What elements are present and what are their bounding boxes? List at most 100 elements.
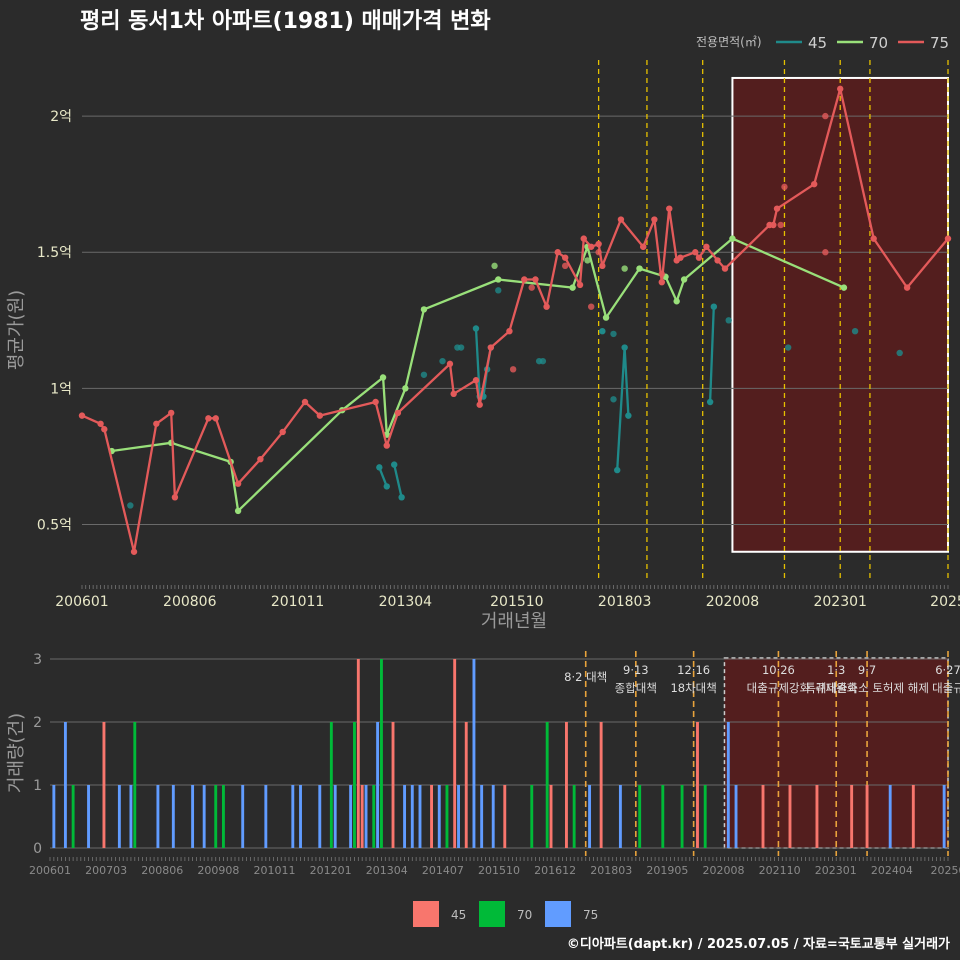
bar-x-tick-label: 201905: [646, 864, 688, 877]
bar-70: [680, 785, 684, 848]
policy-annotation: 10·26 대출규제강화: [747, 663, 811, 695]
data-point-75: [446, 360, 454, 368]
series-45: [127, 287, 903, 509]
bar-x-tick-label: 201510: [478, 864, 520, 877]
price-line-chart: 0.5억 1억 1.5억 2억 200601 200806 201011 201304 2015…: [37, 60, 960, 610]
bar-45: [391, 722, 395, 848]
series-line-45: [393, 464, 403, 498]
volume-bar-chart: 0 1 2 3 200601 200703 200806 200908 201011 201201…: [29, 651, 960, 877]
bar-x-tick-label: 200703: [85, 864, 127, 877]
data-point-70: [729, 235, 736, 242]
x-tick-label: 200806: [163, 594, 217, 610]
bar-45: [865, 785, 869, 848]
x-minor-ticks: [81, 585, 949, 589]
data-point-75: [692, 249, 699, 256]
bar-45: [850, 785, 854, 848]
policy-annotation: 1·3 규제완화: [815, 663, 858, 695]
bar-70: [445, 785, 449, 848]
data-point-70: [840, 284, 848, 291]
data-point-75: [640, 243, 647, 250]
legend-label-45: 45: [808, 34, 827, 52]
annotation-text: 대출규제강화: [747, 681, 811, 695]
data-point-45: [383, 483, 390, 490]
bar-45: [599, 722, 603, 848]
data-point-75: [168, 409, 175, 417]
data-point-75: [394, 409, 402, 417]
data-point-75: [212, 415, 220, 422]
data-point-75: [528, 284, 535, 291]
data-point-75: [810, 180, 818, 188]
bar-45: [788, 785, 792, 848]
data-point-45: [539, 357, 547, 365]
data-point-75: [599, 262, 606, 270]
bar-75: [63, 722, 67, 848]
data-point-70: [569, 284, 576, 291]
bar-75: [588, 785, 592, 848]
data-point-45: [851, 328, 859, 335]
y-tick-label: 1억: [50, 381, 72, 397]
data-point-75: [695, 254, 703, 261]
bar-45: [453, 659, 457, 848]
bar-x-tick-label: 200806: [141, 864, 183, 877]
bar-75: [156, 785, 160, 848]
data-point-75: [777, 221, 784, 229]
data-point-70: [680, 276, 688, 283]
legend-top: 전용면적(㎡) 45 70 75: [696, 34, 949, 52]
data-point-75: [450, 390, 457, 398]
legend-box-45: [413, 901, 439, 927]
x-tick-label: 201011: [271, 594, 324, 610]
bar-x-tick-label: 201201: [310, 864, 352, 877]
data-point-75: [703, 243, 710, 250]
data-point-75: [576, 281, 584, 289]
data-point-75: [658, 270, 666, 278]
data-point-75: [234, 480, 242, 487]
annotation-text: 8·2 대책: [564, 670, 607, 684]
bar-x-tick-label: 200908: [197, 864, 239, 877]
bar-75: [480, 785, 484, 848]
data-point-75: [561, 254, 569, 261]
bar-45: [360, 785, 364, 848]
annotation-text: 종합대책: [615, 681, 657, 695]
data-point-70: [402, 385, 409, 392]
policy-annotation: 8·2 대책: [564, 670, 607, 684]
x-tick-label: 201510: [490, 594, 543, 610]
x-tick-label: 2025: [930, 594, 960, 610]
bar-x-tick-label: 201803: [590, 864, 632, 877]
top-x-axis-label: 거래년월: [481, 611, 547, 632]
data-point-75: [372, 398, 379, 406]
x-tick-label: 201803: [598, 594, 651, 610]
data-point-75: [721, 265, 729, 272]
data-point-45: [710, 303, 718, 310]
top-y-axis-label: 평균가(원): [6, 290, 27, 370]
data-point-75: [171, 494, 179, 501]
bar-75: [241, 785, 245, 848]
data-point-45: [457, 344, 465, 351]
bar-75: [410, 785, 414, 848]
bar-x-tick-label: 201011: [254, 864, 296, 877]
x-tick-label: 202301: [813, 594, 866, 610]
legend-bottom: 45 70 75: [413, 901, 598, 927]
bar-70: [71, 785, 75, 848]
data-point-70: [636, 265, 643, 272]
bar-75: [349, 785, 353, 848]
legend-box-label-70: 70: [517, 908, 532, 922]
data-point-45: [127, 502, 134, 509]
bar-45: [696, 722, 699, 848]
data-point-70: [673, 298, 680, 305]
data-point-75: [543, 303, 550, 310]
bar-70: [545, 722, 549, 848]
annotation-text: 규제완화: [815, 681, 858, 695]
bar-45: [356, 659, 360, 848]
bar-45: [102, 722, 106, 848]
bar-75: [418, 785, 422, 848]
annotation-date: 6·27: [935, 663, 960, 677]
series-75: [78, 85, 952, 555]
annotation-date: 9·13: [623, 663, 649, 677]
data-point-45: [610, 330, 617, 338]
bar-70: [133, 722, 137, 848]
data-point-75: [770, 221, 777, 229]
chart-title: 평리 동서1차 아파트(1981) 매매가격 변화: [80, 9, 491, 34]
data-point-70: [602, 314, 610, 321]
bar-70: [372, 785, 376, 848]
